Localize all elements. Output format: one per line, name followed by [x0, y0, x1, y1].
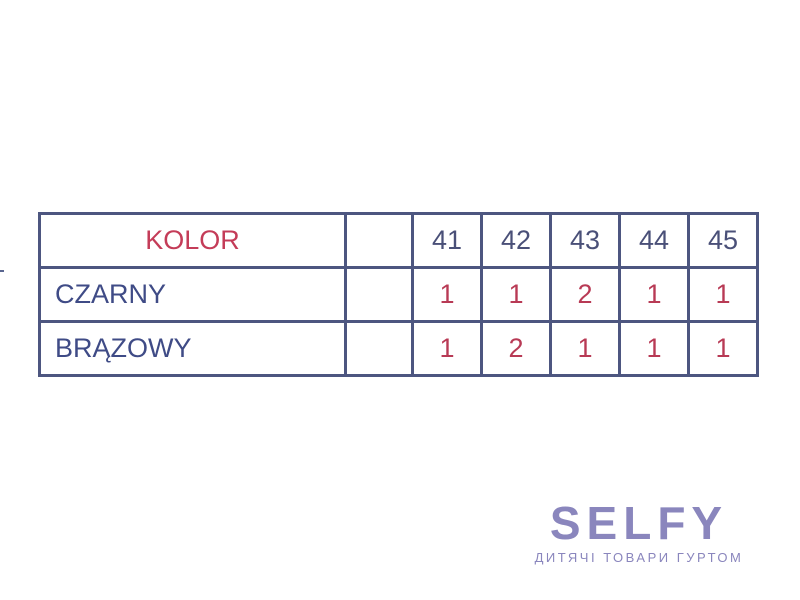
header-size: 44 [618, 212, 690, 269]
header-kolor: KOLOR [38, 212, 347, 269]
quantity-cell: 1 [687, 320, 759, 377]
table-row: CZARNY 1 1 2 1 1 [38, 266, 759, 323]
header-empty-cell [344, 212, 414, 269]
table-header-row: KOLOR 41 42 43 44 45 [38, 212, 759, 269]
row-label: CZARNY [38, 266, 347, 323]
header-size: 45 [687, 212, 759, 269]
quantity-cell: 1 [618, 266, 690, 323]
quantity-cell: 1 [411, 320, 483, 377]
header-size: 42 [480, 212, 552, 269]
logo-brand: SELFY [549, 497, 729, 549]
quantity-cell: 1 [618, 320, 690, 377]
row-empty-cell [344, 320, 414, 377]
quantity-cell: 2 [480, 320, 552, 377]
table-row: BRĄZOWY 1 2 1 1 1 [38, 320, 759, 377]
row-empty-cell [344, 266, 414, 323]
quantity-cell: 2 [549, 266, 621, 323]
size-table: KOLOR 41 42 43 44 45 CZARNY 1 1 2 1 1 BR… [38, 212, 759, 377]
logo-tagline: ДИТЯЧІ ТОВАРИ ГУРТОМ [534, 550, 744, 565]
header-size: 41 [411, 212, 483, 269]
quantity-cell: 1 [480, 266, 552, 323]
selfy-logo: SELFY ДИТЯЧІ ТОВАРИ ГУРТОМ [514, 500, 764, 565]
stray-mark [0, 270, 4, 272]
row-label: BRĄZOWY [38, 320, 347, 377]
quantity-cell: 1 [687, 266, 759, 323]
quantity-cell: 1 [411, 266, 483, 323]
quantity-cell: 1 [549, 320, 621, 377]
header-size: 43 [549, 212, 621, 269]
